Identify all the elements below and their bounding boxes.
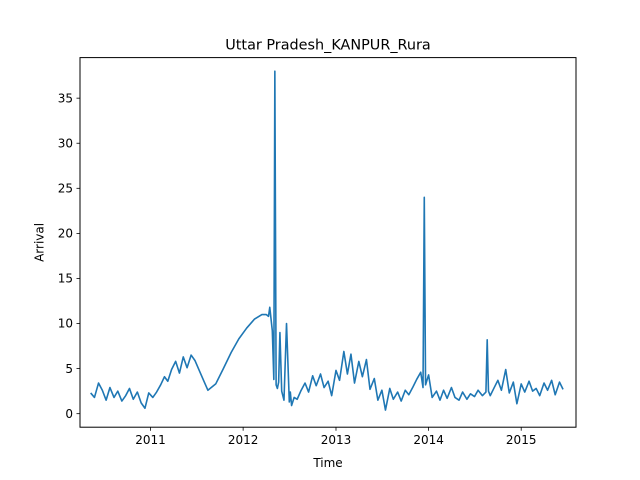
series-line-0 <box>90 70 564 411</box>
x-tick-label: 2011 <box>135 433 166 447</box>
y-tick-label: 10 <box>58 317 73 331</box>
y-axis-ticks: 0 5 10 15 20 25 30 35 <box>58 91 80 421</box>
x-tick-label: 2013 <box>321 433 352 447</box>
x-axis-label: Time <box>312 456 342 470</box>
axes-frame <box>79 57 577 428</box>
y-tick-label: 25 <box>58 182 73 196</box>
x-axis-ticks: 2011 2012 2013 2014 2015 <box>135 427 536 447</box>
y-tick-label: 20 <box>58 227 73 241</box>
x-tick-label: 2015 <box>506 433 537 447</box>
y-tick-label: 5 <box>65 362 73 376</box>
x-tick-label: 2014 <box>413 433 444 447</box>
y-tick-label: 30 <box>58 136 73 150</box>
y-tick-label: 35 <box>58 91 73 105</box>
y-tick-label: 15 <box>58 272 73 286</box>
x-tick-label: 2012 <box>228 433 259 447</box>
plot-area <box>90 70 564 411</box>
y-tick-label: 0 <box>65 407 73 421</box>
y-axis-label: Arrival <box>33 223 47 262</box>
chart-title: Uttar Pradesh_KANPUR_Rura <box>225 38 431 54</box>
